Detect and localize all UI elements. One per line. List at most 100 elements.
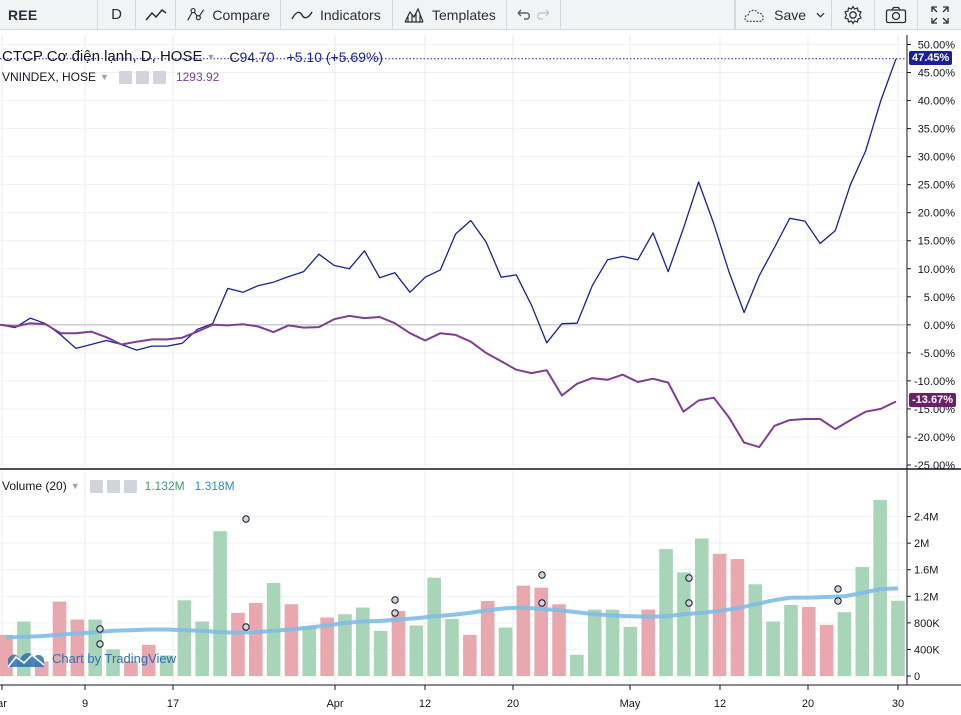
volume-axis-label: 2.4M: [914, 512, 938, 524]
fullscreen-button[interactable]: [918, 0, 961, 30]
volume-bar: [284, 604, 299, 676]
eye-icon[interactable]: [89, 479, 103, 493]
event-marker: [96, 640, 104, 648]
volume-bar: [552, 604, 566, 676]
eye-icon[interactable]: [118, 70, 132, 84]
close-icon[interactable]: [123, 479, 137, 493]
time-axis-label: 20: [802, 698, 814, 710]
indicators-icon: [291, 11, 313, 19]
volume-bar: [409, 625, 424, 676]
symbol-search-button[interactable]: REE: [0, 0, 98, 30]
compare-series-title: VNINDEX, HOSE: [2, 70, 97, 84]
price-axis-label: 40.00%: [918, 96, 956, 108]
event-marker: [391, 596, 399, 604]
indicators-button[interactable]: Indicators: [281, 0, 393, 30]
gear-icon[interactable]: [106, 479, 120, 493]
volume-bar: [855, 567, 870, 676]
tradingview-logo-icon: [7, 653, 45, 668]
redo-icon[interactable]: [536, 8, 552, 22]
close-icon[interactable]: [152, 70, 166, 84]
templates-button[interactable]: Templates: [393, 0, 507, 30]
volume-bar: [231, 612, 245, 676]
time-axis-label: 20: [507, 698, 519, 710]
legend-caret-icon[interactable]: ▼: [100, 72, 109, 82]
volume-bar: [159, 655, 174, 676]
price-axis-label: -20.00%: [914, 432, 955, 444]
volume-legend[interactable]: Volume (20) ▼ 1.132M 1.318M: [2, 479, 235, 493]
volume-bar: [891, 600, 905, 676]
toolbar-spacer: [561, 0, 735, 30]
event-marker: [242, 515, 250, 523]
compare-button[interactable]: Compare: [176, 0, 281, 30]
cloud-icon: [744, 9, 764, 22]
compare-icon: [187, 7, 205, 21]
volume-bar: [195, 621, 210, 676]
main-series-title: CTCP Cơ điện lạnh, D, HOSE: [2, 48, 203, 65]
volume-bar: [356, 607, 370, 676]
event-marker: [96, 625, 104, 633]
price-axis-label: 20.00%: [918, 208, 956, 220]
time-axis-label: 12: [714, 698, 726, 710]
main-price-tag: 47.45%: [909, 50, 953, 65]
fullscreen-icon: [930, 5, 949, 24]
volume-bar: [605, 609, 620, 676]
volume-bar: [248, 602, 263, 676]
event-marker: [685, 574, 693, 582]
volume-bar: [373, 630, 388, 676]
main-series-legend[interactable]: CTCP Cơ điện lạnh, D, HOSE ▼ C 94.70 +5.…: [2, 48, 383, 65]
volume-bar: [784, 604, 798, 676]
volume-bars: [0, 499, 905, 676]
volume-bar: [391, 610, 406, 676]
close-prefix: C: [229, 48, 240, 65]
compare-price-tag: -13.67%: [909, 393, 956, 408]
volume-bar: [802, 606, 816, 676]
indicators-label: Indicators: [320, 6, 381, 23]
event-marker: [834, 585, 842, 593]
line-chart-icon: [144, 8, 166, 20]
change-value: +5.10 (+5.69%): [286, 48, 384, 65]
volume-title: Volume (20): [2, 479, 67, 493]
legend-caret-icon[interactable]: ▼: [206, 51, 216, 62]
price-axis-labels: 50.00% 45.00% 40.00% 35.00% 30.00% 25.00% 20.0…: [907, 40, 956, 683]
price-axis-label: 25.00%: [918, 180, 956, 192]
volume-axis-label: 2M: [914, 538, 929, 550]
interval-button[interactable]: D: [98, 0, 136, 30]
undo-icon[interactable]: [515, 8, 531, 22]
chart-area[interactable]: 50.00% 45.00% 40.00% 35.00% 30.00% 25.00% 20.0…: [0, 35, 961, 715]
volume-bar: [623, 626, 638, 676]
volume-bar: [837, 612, 852, 676]
compare-series-legend[interactable]: VNINDEX, HOSE ▼ 1293.92: [2, 70, 219, 84]
volume-bar: [427, 577, 441, 676]
time-axis-label: May: [620, 698, 641, 710]
tradingview-watermark[interactable]: Chart by TradingView: [6, 647, 176, 669]
volume-axis-label: 0: [914, 671, 920, 683]
event-marker: [538, 571, 546, 579]
time-axis-labels: ar 9 17 Apr 12 20 May 12 20 30: [0, 685, 904, 710]
volume-ma-value: 1.318M: [194, 479, 235, 493]
volume-axis-label: 400K: [914, 644, 940, 656]
price-axis-label: -10.00%: [914, 376, 955, 388]
chart-type-button[interactable]: [136, 0, 176, 30]
snapshot-button[interactable]: [875, 0, 918, 30]
volume-bar: [498, 627, 513, 676]
series-line-vnindex: [0, 314, 897, 449]
volume-axis-label: 1.2M: [914, 591, 938, 603]
legend-caret-icon[interactable]: ▼: [70, 481, 80, 491]
volume-axis-label: 1.6M: [914, 565, 938, 577]
time-axis-label: 9: [82, 698, 88, 710]
time-axis-label: Apr: [326, 698, 343, 710]
volume-bar: [445, 618, 459, 676]
volume-axis-label: 800K: [914, 618, 940, 630]
undo-redo-group: [507, 0, 561, 30]
volume-bar: [516, 585, 531, 676]
event-marker: [685, 599, 693, 607]
settings-button[interactable]: [832, 0, 875, 30]
compare-label: Compare: [212, 6, 270, 23]
price-axis-label: 15.00%: [918, 236, 956, 248]
price-axis-label: 0.00%: [924, 320, 955, 332]
chart-canvas[interactable]: 50.00% 45.00% 40.00% 35.00% 30.00% 25.00% 20.0…: [0, 35, 961, 715]
gear-icon[interactable]: [135, 70, 149, 84]
save-button[interactable]: Save: [735, 0, 832, 30]
top-toolbar: REE D Compare Indicators Templates Save: [0, 0, 961, 30]
gear-icon: [844, 4, 862, 25]
